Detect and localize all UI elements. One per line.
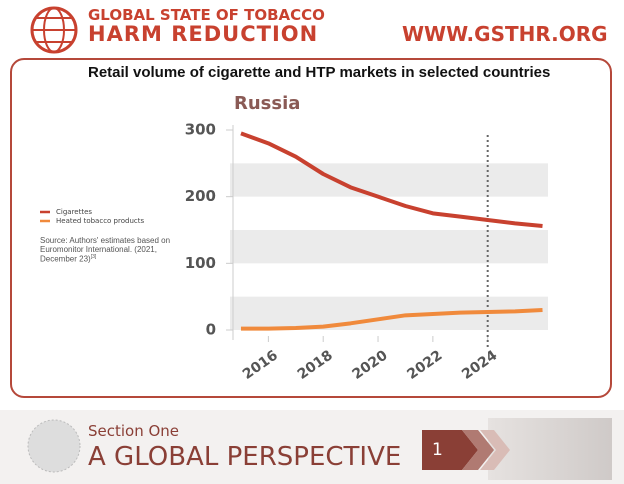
y-tick-label: 200 bbox=[185, 187, 216, 205]
url: WWW.GSTHR.ORG bbox=[402, 22, 608, 46]
footer-title: A GLOBAL PERSPECTIVE bbox=[88, 442, 402, 472]
chart-title: Russia bbox=[234, 93, 300, 114]
panel bbox=[10, 58, 612, 398]
logo-line2: HARM REDUCTION bbox=[88, 22, 319, 46]
legend-label: Cigarettes bbox=[56, 208, 92, 216]
logo-line1: GLOBAL STATE OF TOBACCO bbox=[88, 6, 325, 24]
footer-globe bbox=[27, 419, 81, 473]
footer-arrows bbox=[422, 430, 510, 470]
x-tick-label: 2016 bbox=[240, 347, 281, 382]
slide-title: Retail volume of cigarette and HTP marke… bbox=[88, 64, 551, 81]
source-text: Source: Authors' estimates based on Euro… bbox=[40, 236, 171, 264]
x-tick-label: 2020 bbox=[350, 347, 391, 383]
logo-globe bbox=[30, 6, 78, 54]
y-tick-label: 100 bbox=[185, 254, 216, 272]
x-tick-label: 2018 bbox=[295, 347, 336, 382]
y-tick-label: 300 bbox=[185, 121, 216, 139]
legend-label: Heated tobacco products bbox=[56, 217, 144, 225]
x-tick-label: 2024 bbox=[459, 347, 500, 383]
grid-band bbox=[230, 163, 548, 197]
footer-section: Section One bbox=[88, 422, 180, 440]
series-line bbox=[240, 131, 543, 228]
footer-number: 1 bbox=[432, 440, 443, 460]
chart: Russia 0 100 200 300 2016 2018 2020 2022 2024 Ciga… bbox=[40, 93, 548, 383]
source: Source: Authors' estimates based on Euro… bbox=[40, 236, 190, 264]
source-ref: [3] bbox=[90, 254, 97, 260]
x-tick-label: 2022 bbox=[404, 347, 445, 382]
grid-band bbox=[230, 230, 548, 264]
series-line bbox=[240, 308, 543, 331]
y-tick-label: 0 bbox=[206, 321, 216, 339]
